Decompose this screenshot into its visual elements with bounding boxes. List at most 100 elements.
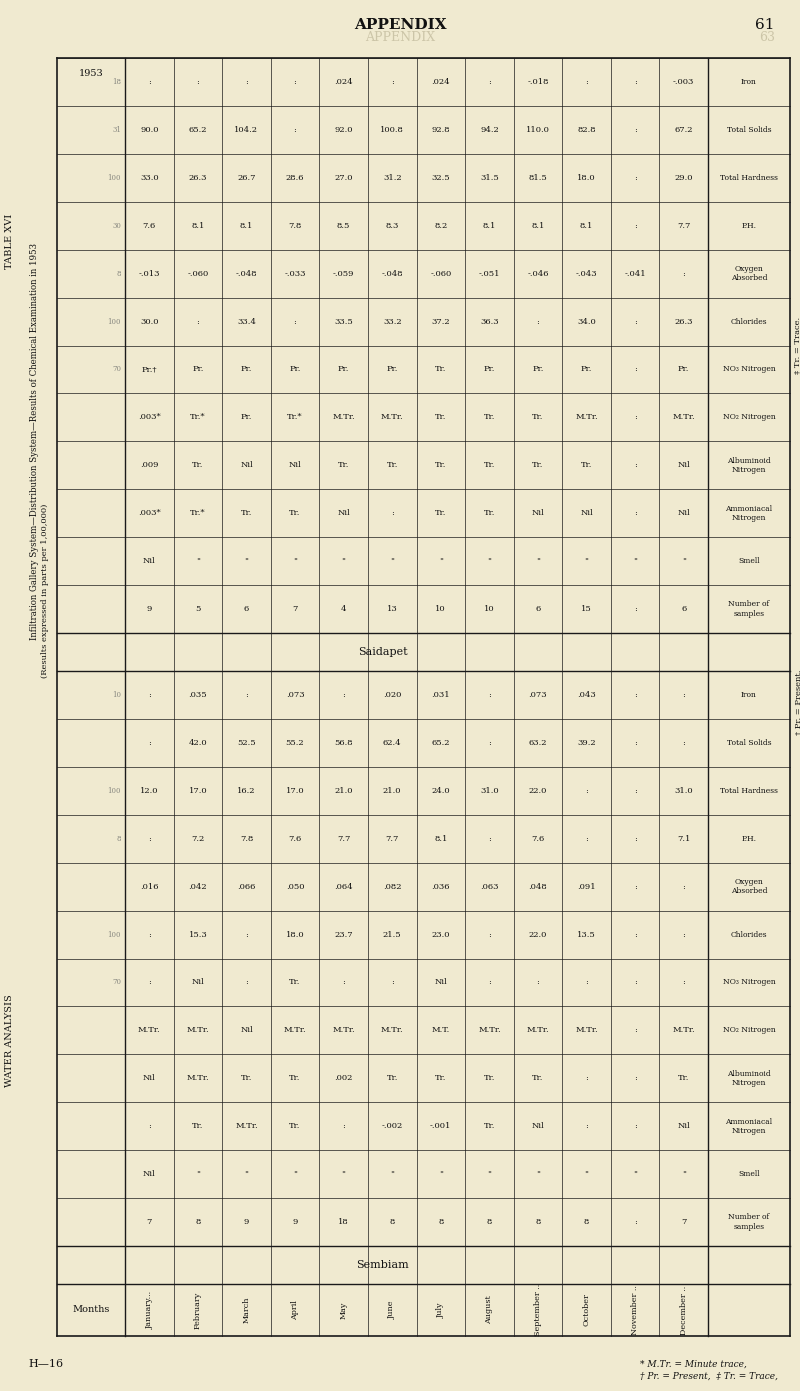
Text: 100.8: 100.8 (380, 125, 404, 134)
Text: 18: 18 (112, 78, 121, 86)
Text: :: : (585, 787, 588, 794)
Text: 18.0: 18.0 (286, 931, 304, 939)
Text: 26.3: 26.3 (674, 317, 693, 325)
Text: .043: .043 (577, 691, 596, 698)
Text: 94.2: 94.2 (480, 125, 498, 134)
Text: 8.2: 8.2 (434, 221, 447, 230)
Text: .066: .066 (238, 883, 256, 890)
Text: :: : (634, 1027, 637, 1035)
Text: ": " (682, 558, 686, 565)
Text: .002: .002 (334, 1074, 353, 1082)
Text: 10: 10 (435, 605, 446, 613)
Text: 9: 9 (146, 605, 152, 613)
Text: 8: 8 (486, 1219, 492, 1225)
Text: :: : (488, 931, 491, 939)
Text: .024: .024 (334, 78, 353, 86)
Text: 9: 9 (292, 1219, 298, 1225)
Text: 8.1: 8.1 (434, 835, 447, 843)
Text: H—16: H—16 (28, 1359, 63, 1369)
Text: 63: 63 (759, 31, 775, 45)
Text: :: : (634, 691, 637, 698)
Text: Tr.: Tr. (192, 462, 203, 469)
Text: 90.0: 90.0 (140, 125, 158, 134)
Text: Tr.: Tr. (290, 978, 301, 986)
Text: 31.0: 31.0 (674, 787, 693, 794)
Text: 70: 70 (112, 978, 121, 986)
Text: -.001: -.001 (430, 1123, 451, 1131)
Text: Tr.: Tr. (484, 1123, 495, 1131)
Text: .063: .063 (480, 883, 498, 890)
Text: 33.4: 33.4 (237, 317, 256, 325)
Text: Tr.: Tr. (435, 1074, 446, 1082)
Text: Oxygen
Absorbed: Oxygen Absorbed (730, 266, 767, 282)
Text: -.059: -.059 (333, 270, 354, 278)
Text: :: : (634, 317, 637, 325)
Text: 7.6: 7.6 (289, 835, 302, 843)
Text: 8.1: 8.1 (240, 221, 253, 230)
Text: 7.8: 7.8 (288, 221, 302, 230)
Text: Total Solids: Total Solids (726, 125, 771, 134)
Text: .042: .042 (189, 883, 207, 890)
Text: :: : (634, 931, 637, 939)
Text: Nil: Nil (338, 509, 350, 517)
Text: .048: .048 (529, 883, 547, 890)
Text: Tr.: Tr. (386, 462, 398, 469)
Text: Tr.: Tr. (338, 462, 350, 469)
Text: :: : (537, 317, 539, 325)
Text: 23.7: 23.7 (334, 931, 353, 939)
Text: 39.2: 39.2 (578, 739, 596, 747)
Text: ": " (585, 558, 589, 565)
Text: -.013: -.013 (138, 270, 160, 278)
Text: 31.0: 31.0 (480, 787, 498, 794)
Text: :: : (488, 78, 491, 86)
Text: January...: January... (146, 1291, 154, 1328)
Text: 10: 10 (112, 691, 121, 698)
Text: † Pr. = Present,  ‡ Tr. = Trace,: † Pr. = Present, ‡ Tr. = Trace, (640, 1372, 778, 1381)
Text: :: : (390, 78, 394, 86)
Text: 110.0: 110.0 (526, 125, 550, 134)
Text: Tr.: Tr. (581, 462, 592, 469)
Text: 7.7: 7.7 (386, 835, 399, 843)
Text: ": " (390, 1170, 394, 1178)
Text: 33.5: 33.5 (334, 317, 353, 325)
Text: ": " (390, 558, 394, 565)
Text: :: : (682, 270, 685, 278)
Text: :: : (634, 78, 637, 86)
Text: 8.1: 8.1 (531, 221, 545, 230)
Text: :: : (634, 605, 637, 613)
Text: 17.0: 17.0 (189, 787, 207, 794)
Text: -.060: -.060 (430, 270, 451, 278)
Text: :: : (585, 835, 588, 843)
Text: (Results expressed in parts per 1,00,000): (Results expressed in parts per 1,00,000… (41, 504, 49, 679)
Text: -.048: -.048 (382, 270, 403, 278)
Text: Nil: Nil (531, 509, 544, 517)
Text: Tr.: Tr. (386, 1074, 398, 1082)
Text: ": " (487, 1170, 491, 1178)
Text: * M.Tr. = Minute trace,: * M.Tr. = Minute trace, (640, 1360, 747, 1369)
Text: ": " (536, 558, 540, 565)
Text: ": " (487, 558, 491, 565)
Text: M.Tr.: M.Tr. (381, 1027, 403, 1035)
Text: Tr.: Tr. (678, 1074, 690, 1082)
Text: Oxygen
Absorbed: Oxygen Absorbed (730, 878, 767, 896)
Text: :: : (585, 78, 588, 86)
Text: :: : (148, 835, 150, 843)
Text: :: : (682, 978, 685, 986)
Text: Pr.: Pr. (290, 366, 301, 373)
Text: 100: 100 (107, 317, 121, 325)
Text: Tr.: Tr. (532, 1074, 544, 1082)
Text: .035: .035 (189, 691, 207, 698)
Text: Tr.: Tr. (532, 413, 544, 421)
Text: APPENDIX: APPENDIX (365, 31, 435, 45)
Text: 36.3: 36.3 (480, 317, 498, 325)
Text: NO₂ Nitrogen: NO₂ Nitrogen (722, 413, 775, 421)
Text: Nil: Nil (678, 462, 690, 469)
Text: 7.2: 7.2 (191, 835, 205, 843)
Text: 62.4: 62.4 (383, 739, 402, 747)
Text: Albuminoid
Nitrogen: Albuminoid Nitrogen (727, 456, 771, 474)
Text: 21.5: 21.5 (383, 931, 402, 939)
Text: Tr.: Tr. (484, 1074, 495, 1082)
Text: Number of
samples: Number of samples (728, 1213, 770, 1231)
Text: Tr.: Tr. (435, 462, 446, 469)
Text: Nil: Nil (289, 462, 302, 469)
